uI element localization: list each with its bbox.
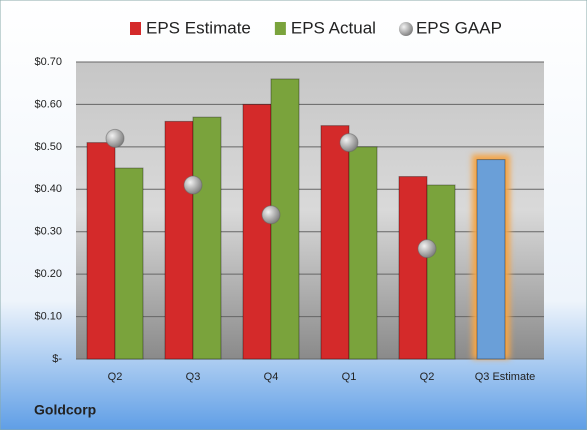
- gaap-marker: [105, 128, 125, 148]
- plot-area: [76, 62, 544, 359]
- y-tick-label: $0.20: [34, 268, 62, 280]
- legend-label: EPS GAAP: [416, 18, 502, 37]
- bar: [426, 184, 456, 360]
- y-tick-label: $0.70: [34, 56, 62, 68]
- y-tick-label: $0.50: [34, 141, 62, 153]
- bar: [192, 116, 222, 360]
- bar: [398, 176, 428, 360]
- x-tick-label: Q3 Estimate: [475, 371, 536, 383]
- bar: [242, 103, 272, 360]
- x-tick-label: Q2: [420, 371, 435, 383]
- bar: [86, 142, 116, 360]
- y-tick-label: $0.30: [34, 226, 62, 238]
- gaap-marker: [339, 133, 359, 153]
- legend-marker: [398, 22, 413, 36]
- legend-marker: [130, 22, 141, 35]
- x-tick-label: Q3: [186, 371, 201, 383]
- bar: [348, 146, 378, 360]
- legend: EPS Estimate EPS Actual EPS GAAP: [130, 18, 502, 37]
- gaap-marker: [261, 205, 281, 225]
- x-tick-label: Q4: [264, 371, 279, 383]
- bar: [164, 120, 194, 360]
- legend-label: EPS Actual: [291, 18, 376, 37]
- y-tick-label: $0.60: [34, 98, 62, 110]
- legend-label: EPS Estimate: [146, 18, 251, 37]
- gaap-marker: [183, 175, 203, 195]
- x-tick-label: Q1: [342, 371, 357, 383]
- y-tick-label: $-: [52, 353, 62, 365]
- bar: [476, 159, 506, 360]
- bar: [320, 125, 350, 360]
- y-tick-label: $0.10: [34, 310, 62, 322]
- legend-marker: [274, 22, 286, 35]
- bar: [114, 167, 144, 360]
- footer: Goldcorp: [34, 402, 96, 418]
- gaap-marker: [417, 239, 437, 259]
- y-tick-label: $0.40: [34, 183, 62, 195]
- x-tick-label: Q2: [108, 371, 123, 383]
